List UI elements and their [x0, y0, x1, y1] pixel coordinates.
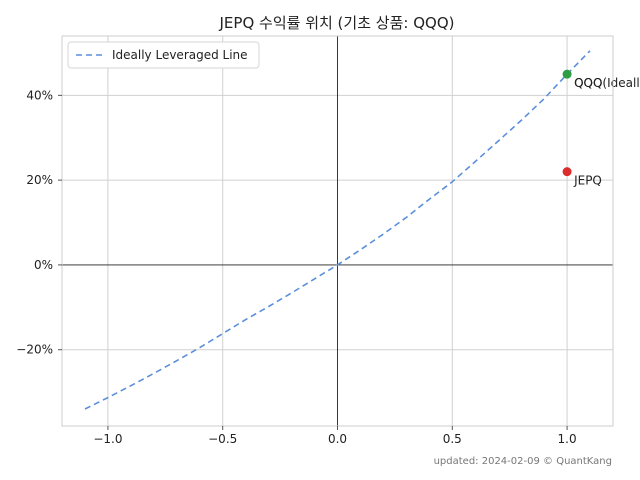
series-layer	[84, 50, 591, 410]
legend-label: Ideally Leveraged Line	[112, 48, 248, 62]
point-qqq	[562, 69, 572, 79]
x-tick-label: 0.0	[328, 432, 347, 446]
point-label: JEPQ	[573, 174, 602, 188]
chart-title: JEPQ 수익률 위치 (기초 상품: QQQ)	[219, 14, 455, 32]
y-tick-label: 40%	[26, 88, 53, 102]
x-tick-label: 1.0	[558, 432, 577, 446]
ideally-leveraged-line	[84, 50, 591, 410]
point-label: QQQ(Ideally)	[574, 76, 640, 90]
y-tick-label: 0%	[34, 258, 53, 272]
x-tick-label: −1.0	[93, 432, 122, 446]
y-tick-label: −20%	[16, 343, 53, 357]
tick-labels: −1.0 −0.5 0.0 0.5 1.0 −20% 0% 20% 40%	[16, 88, 576, 446]
point-jepq	[562, 167, 572, 177]
legend-box	[67, 41, 260, 69]
legend: Ideally Leveraged Line	[67, 41, 260, 69]
point-label: QQQ	[574, 76, 602, 90]
x-tick-label: −0.5	[208, 432, 237, 446]
y-tick-label: 20%	[26, 173, 53, 187]
zero-axis-lines	[62, 36, 613, 426]
x-tick-label: 0.5	[443, 432, 462, 446]
footer-note: updated: 2024-02-09 © QuantKang	[434, 456, 612, 467]
